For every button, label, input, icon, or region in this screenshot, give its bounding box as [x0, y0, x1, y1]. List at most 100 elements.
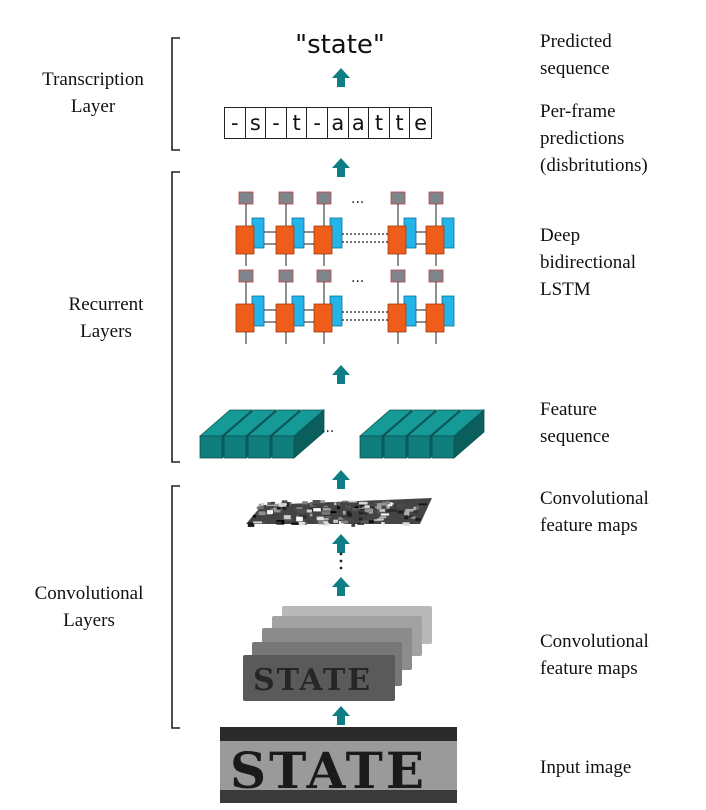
feature-vector-front [431, 435, 455, 459]
feature-map-pixel [313, 506, 321, 510]
feature-map-pixel [313, 508, 321, 512]
feature-map-pixel [270, 501, 275, 504]
bracket-recurrent [171, 171, 180, 463]
feature-map-pixel [324, 519, 329, 522]
lstm-forward-cell [313, 303, 333, 333]
feature-map-pixel [247, 522, 255, 527]
feature-map-pixel [359, 506, 365, 509]
feature-map-pixel [357, 522, 364, 525]
frame-cell: a [349, 108, 370, 138]
label-convolutional-layers: Convolutional Layers [34, 583, 144, 631]
up-arrow-icon [332, 68, 350, 87]
frame-cell: a [328, 108, 349, 138]
frame-cell: t [287, 108, 308, 138]
conv-feature-map-stack: STATE [243, 606, 432, 701]
feature-map-pixel [252, 515, 257, 518]
input-image: STATE [220, 727, 457, 803]
up-arrow-icon [332, 470, 350, 489]
lstm-output-node [278, 269, 294, 283]
feature-map-pixel [341, 515, 346, 519]
feature-map-pixel [343, 518, 351, 523]
feature-map-pixel [323, 522, 330, 526]
up-arrow-icon [332, 706, 350, 725]
feature-map-pixel [256, 506, 264, 509]
feature-sequence-blocks [198, 409, 486, 459]
feature-map-pixel [312, 500, 321, 505]
feature-map-pixel [272, 517, 280, 522]
lstm-ellipsis-top: ... [351, 191, 364, 207]
feature-map-pixel [340, 520, 349, 524]
feature-map-pixel [405, 508, 414, 512]
up-arrow-icon [332, 365, 350, 384]
frame-cell: t [390, 108, 411, 138]
feature-vector-front [199, 435, 223, 459]
feature-map-pixel [381, 522, 385, 525]
feature-map-pixel [394, 505, 397, 507]
feature-map-pixel [280, 503, 288, 506]
label-predicted-sequence: Predicted sequence [540, 31, 612, 79]
feature-map-pixel [291, 522, 299, 525]
feature-map-pixel [253, 516, 256, 519]
feature-map-pixel [274, 503, 279, 507]
feature-map-pixel [360, 504, 365, 508]
feature-map-pixel [358, 511, 368, 515]
feature-map-pixel [338, 517, 345, 520]
feature-map-pixel [351, 507, 360, 512]
lstm-forward-cell [425, 225, 445, 255]
feature-map-pixel [387, 502, 393, 507]
frame-cell: e [414, 111, 428, 135]
lstm-forward-cell [387, 225, 407, 255]
feature-map-pixel [376, 505, 382, 510]
feature-map-pixel [406, 515, 414, 518]
feature-map-pixel [351, 522, 356, 527]
feature-map-pixel [358, 501, 368, 505]
label-conv-feature-maps-top: Convolutional feature maps [540, 488, 649, 536]
lstm-output-node [316, 191, 332, 205]
feature-map-pixel [317, 520, 325, 525]
lstm-forward-cell [425, 303, 445, 333]
feature-map-pixel [273, 507, 277, 510]
feature-map-pixel [359, 505, 362, 508]
lstm-forward-cell [275, 225, 295, 255]
feature-map-pixel [379, 505, 389, 509]
label-transcription-layer: Transcription Layer [42, 69, 144, 117]
feature-map-pixel [404, 511, 410, 516]
label-input-image: Input image [540, 757, 632, 778]
feature-map-pixel [402, 522, 410, 526]
feature-map-pixel [296, 508, 306, 514]
conv-feature-map-top [246, 498, 432, 527]
lstm-output-node [428, 269, 444, 283]
feature-map-pixel [338, 502, 341, 507]
feature-map-pixel [419, 503, 427, 506]
feature-map-pixel [322, 508, 331, 511]
frame-cell: s [246, 108, 267, 138]
lstm-output-node [316, 269, 332, 283]
lstm-forward-cell [313, 225, 333, 255]
bracket-transcription [171, 37, 180, 151]
feature-map-pixel [282, 506, 287, 511]
conv-map-word: STATE [253, 663, 372, 698]
feature-map-pixel [361, 505, 370, 508]
feature-map-pixel [369, 520, 374, 524]
feature-map-pixel [379, 516, 387, 519]
feature-map-pixel [386, 505, 390, 509]
lstm-forward-cell [387, 303, 407, 333]
lstm-forward-cell [275, 303, 295, 333]
label-per-frame-predictions: Per-frame predictions (disbritutions) [540, 101, 648, 176]
feature-ellipsis: ... [321, 420, 334, 436]
feature-map-pixel [323, 521, 329, 524]
feature-map-pixel [316, 516, 324, 521]
feature-map-pixel [346, 511, 351, 515]
up-arrow-icon [332, 158, 350, 177]
feature-map-pixel [397, 510, 404, 514]
feature-map-pixel [360, 520, 368, 524]
feature-map-pixel [270, 508, 275, 511]
lstm-output-node [390, 269, 406, 283]
up-arrow-icon [332, 534, 350, 553]
feature-map-pixel [358, 509, 364, 512]
frame-cell: - [266, 108, 287, 138]
feature-map-pixel [319, 500, 325, 502]
feature-map-pixel [380, 513, 390, 516]
flow-arrows [332, 68, 350, 725]
